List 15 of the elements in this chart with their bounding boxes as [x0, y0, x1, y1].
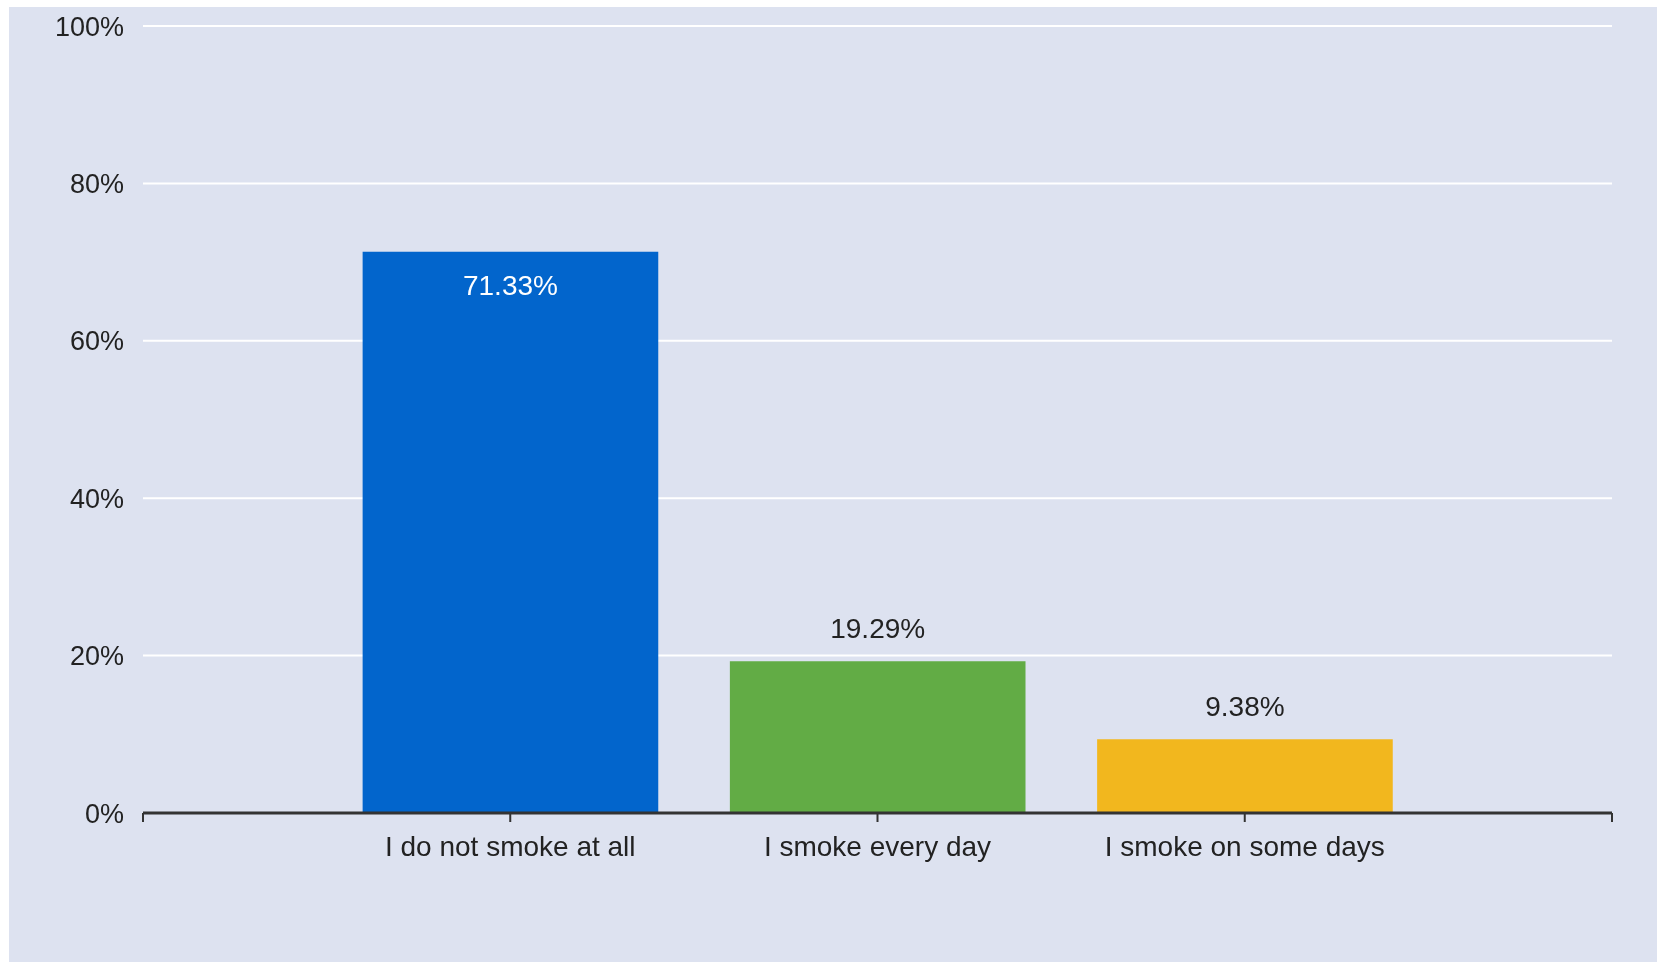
y-tick-label: 20% [69, 641, 124, 672]
data-label: 71.33% [462, 269, 558, 301]
bar [362, 251, 659, 813]
data-label: 19.29% [830, 613, 926, 645]
bar [1097, 739, 1393, 813]
y-tick-label: 0% [84, 798, 124, 829]
x-tick-label: I do not smoke at all [384, 830, 636, 862]
y-tick-label: 40% [69, 483, 124, 514]
data-label: 9.38% [1205, 691, 1285, 723]
y-tick-label: 80% [69, 168, 124, 199]
y-tick-label: 100% [54, 11, 124, 42]
x-tick-label: I smoke every day [763, 830, 992, 862]
bar [729, 661, 1026, 813]
x-tick-label: I smoke on some days [1104, 830, 1385, 862]
y-tick-label: 60% [69, 326, 124, 357]
